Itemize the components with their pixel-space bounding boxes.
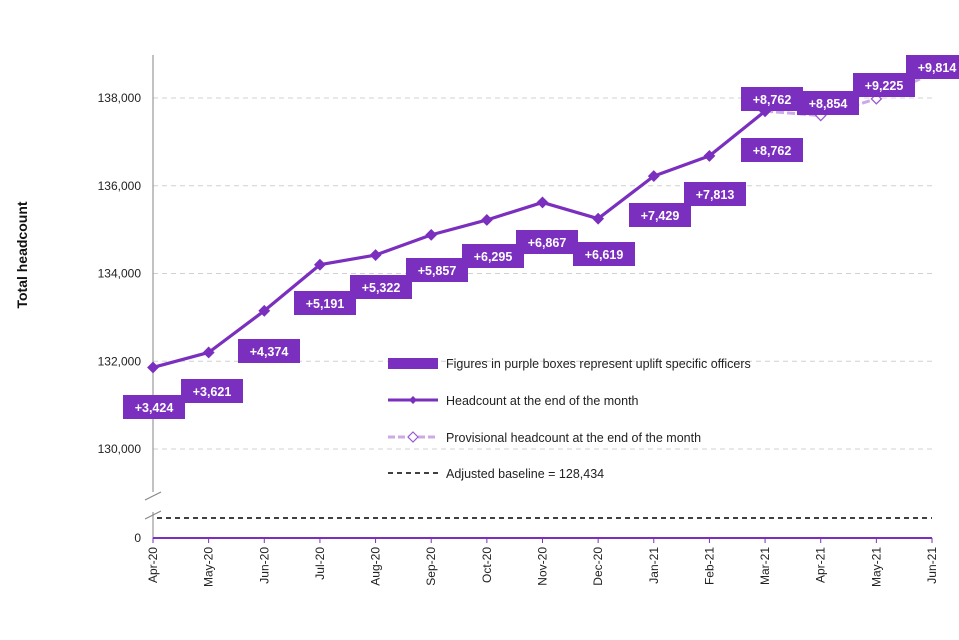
uplift-label: +9,225 [865, 79, 904, 93]
x-tick-label: Jun-21 [925, 547, 939, 584]
uplift-box [573, 242, 635, 266]
uplift-box [462, 244, 524, 268]
headcount-marker [258, 304, 271, 317]
x-tick-label: Apr-21 [814, 547, 828, 583]
headcount-marker [647, 170, 660, 183]
legend: Figures in purple boxes represent uplift… [388, 357, 751, 481]
uplift-label: +6,867 [528, 236, 567, 250]
y-tick-label: 136,000 [98, 179, 142, 193]
y-tick-label: 132,000 [98, 354, 142, 368]
uplift-box [629, 203, 691, 227]
uplift-box [741, 138, 803, 162]
x-tick-label: Jul-20 [313, 547, 327, 580]
y-tick-label: 134,000 [98, 267, 142, 281]
x-tick-label: Mar-21 [758, 547, 772, 585]
x-tick-label: May-20 [202, 547, 216, 587]
x-tick-label: Nov-20 [536, 547, 550, 586]
headcount-marker [480, 214, 493, 226]
uplift-box [181, 379, 243, 403]
headcount-marker [592, 212, 605, 225]
x-tick-label: Sep-20 [424, 547, 438, 586]
y-tick-label: 0 [134, 531, 141, 545]
legend-label-baseline: Adjusted baseline = 128,434 [446, 467, 604, 481]
uplift-label: +5,322 [362, 281, 401, 295]
legend-swatch-uplift-box [388, 358, 438, 369]
x-tick-label: Dec-20 [591, 547, 605, 586]
uplift-label: +9,814 [918, 61, 957, 75]
uplift-box [350, 275, 412, 299]
uplift-label: +7,813 [696, 188, 735, 202]
uplift-label: +6,295 [474, 250, 513, 264]
uplift-label: +8,762 [753, 93, 792, 107]
uplift-box [516, 230, 578, 254]
headcount-marker [147, 361, 159, 374]
x-tick-labels: Apr-20 May-20 Jun-20 Jul-20 Aug-20 Sep-20 Oct-… [146, 538, 939, 587]
legend-label-headcount: Headcount at the end of the month [446, 394, 639, 408]
uplift-box [123, 395, 185, 419]
y-tick-label: 130,000 [98, 442, 142, 456]
headcount-line [152, 109, 767, 370]
y-tick-labels: 0 130,000 132,000 134,000 136,000 138,000 [98, 91, 142, 545]
legend-marker-provisional [407, 431, 419, 443]
headcount-marker [703, 149, 716, 162]
headcount-marker [425, 228, 438, 241]
x-tick-label: Jan-21 [647, 547, 661, 584]
x-tick-label: Feb-21 [702, 547, 716, 585]
axes [144, 55, 932, 539]
x-tick-label: Apr-20 [146, 547, 160, 583]
uplift-box [294, 291, 356, 315]
x-tick-label: May-21 [869, 547, 883, 587]
axis-break-mark [144, 491, 162, 520]
uplift-boxes: +3,424 +3,621 +4,374 +5,191 +5,322 +5,857 +6,2… [123, 55, 959, 419]
uplift-label: +7,429 [641, 209, 680, 223]
uplift-label: +3,621 [193, 385, 232, 399]
uplift-box [853, 73, 915, 97]
uplift-label: +3,424 [135, 401, 174, 415]
x-tick-label: Jun-20 [257, 547, 271, 584]
headcount-marker [536, 196, 549, 209]
uplift-box [684, 182, 746, 206]
uplift-label: +8,762 [753, 144, 792, 158]
uplift-box [906, 55, 959, 79]
uplift-label: +5,857 [418, 264, 457, 278]
x-tick-label: Aug-20 [369, 547, 383, 586]
uplift-label: +4,374 [250, 345, 289, 359]
y-tick-label: 138,000 [98, 91, 142, 105]
headcount-marker [369, 249, 382, 261]
x-tick-label: Oct-20 [480, 547, 494, 583]
y-axis-label: Total headcount [14, 201, 30, 308]
uplift-box [406, 258, 468, 282]
legend-marker-headcount [409, 396, 417, 404]
headcount-marker [314, 258, 326, 271]
uplift-label: +8,854 [809, 97, 848, 111]
uplift-label: +5,191 [306, 297, 345, 311]
uplift-box [797, 91, 859, 115]
legend-label-uplift: Figures in purple boxes represent uplift… [446, 357, 751, 371]
uplift-box [238, 339, 300, 363]
uplift-box [741, 87, 803, 111]
uplift-label: +6,619 [585, 248, 624, 262]
headcount-marker [202, 346, 215, 359]
legend-label-provisional: Provisional headcount at the end of the … [446, 431, 701, 445]
